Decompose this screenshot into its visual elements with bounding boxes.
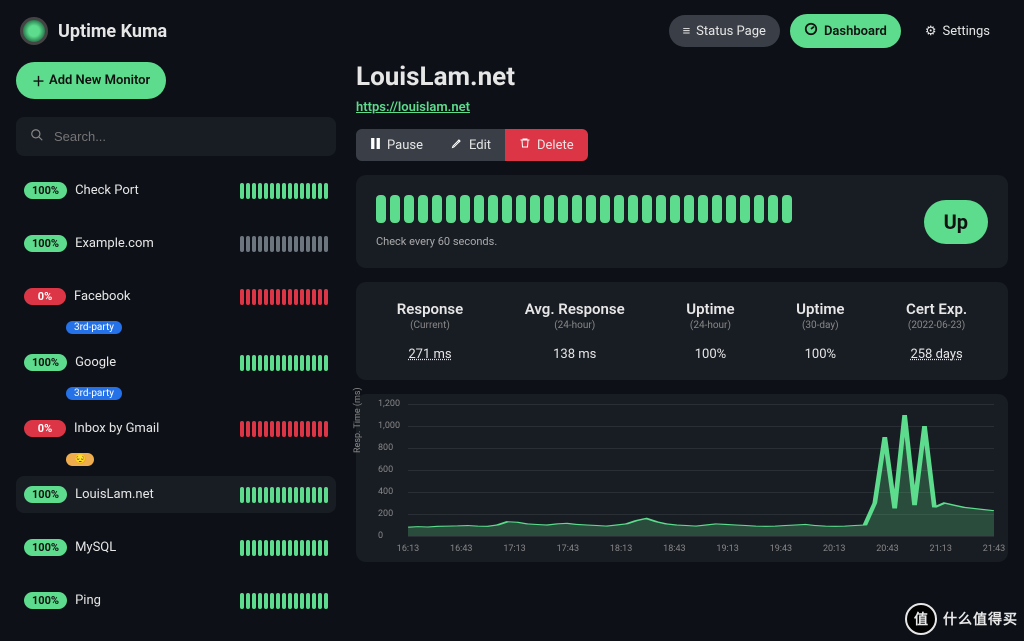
uptime-badge: 100% (24, 354, 67, 371)
uptime-badge: 0% (24, 420, 66, 437)
status-badge: Up (924, 200, 988, 244)
monitor-item[interactable]: 100% MySQL (16, 529, 336, 566)
edit-button[interactable]: Edit (437, 129, 505, 161)
monitor-tag: 3rd-party (66, 387, 122, 400)
uptime-badge: 0% (24, 288, 66, 305)
dashboard-button[interactable]: Dashboard (790, 14, 901, 48)
trash-icon (519, 137, 531, 153)
page-title: LouisLam.net (356, 62, 1008, 92)
mini-heartbeats (240, 421, 328, 437)
plus-icon: ＋ (32, 71, 45, 90)
uptime-badge: 100% (24, 182, 67, 199)
pencil-icon (451, 137, 463, 153)
monitor-name: Google (75, 355, 116, 370)
search-box[interactable] (16, 117, 336, 156)
mini-heartbeats (240, 236, 328, 252)
monitor-name: Ping (75, 593, 101, 608)
search-icon (30, 127, 44, 146)
list-icon: ≡ (683, 23, 691, 39)
monitor-url[interactable]: https://louislam.net (356, 100, 470, 115)
uptime-badge: 100% (24, 592, 67, 609)
mini-heartbeats (240, 540, 328, 556)
uptime-badge: 100% (24, 539, 67, 556)
app-title: Uptime Kuma (58, 21, 167, 42)
mini-heartbeats (240, 183, 328, 199)
uptime-badge: 100% (24, 235, 67, 252)
uptime-badge: 100% (24, 486, 67, 503)
monitor-item[interactable]: 100% Example.com (16, 225, 336, 262)
gauge-icon (804, 22, 818, 40)
monitor-name: Facebook (74, 289, 130, 304)
response-time-chart: Resp. Time (ms) 02004006008001,0001,2001… (356, 394, 1008, 562)
monitor-name: Check Port (75, 183, 139, 198)
mini-heartbeats (240, 289, 328, 305)
app-logo[interactable]: Uptime Kuma (20, 17, 167, 45)
mini-heartbeats (240, 487, 328, 503)
monitor-tag: 😔 (66, 453, 94, 466)
pause-icon (370, 138, 381, 153)
stat-column: Avg. Response (24-hour) 138 ms (525, 300, 625, 362)
mini-heartbeats (240, 593, 328, 609)
search-input[interactable] (54, 129, 322, 144)
mini-heartbeats (240, 355, 328, 371)
monitor-name: MySQL (75, 540, 116, 555)
monitor-item[interactable]: 100% Check Port (16, 172, 336, 209)
heartbeat-bar (376, 195, 924, 223)
gear-icon: ⚙ (925, 24, 937, 39)
status-page-button[interactable]: ≡ Status Page (669, 15, 780, 47)
monitor-item[interactable]: 0% Inbox by Gmail (16, 410, 336, 447)
settings-button[interactable]: ⚙ Settings (911, 16, 1004, 47)
monitor-name: Inbox by Gmail (74, 421, 159, 436)
stat-column: Response (Current) 271 ms (397, 300, 463, 362)
stat-column: Uptime (30-day) 100% (796, 300, 844, 362)
add-monitor-button[interactable]: ＋ Add New Monitor (16, 62, 166, 99)
monitor-name: LouisLam.net (75, 487, 154, 502)
monitor-item[interactable]: 100% LouisLam.net (16, 476, 336, 513)
check-interval-text: Check every 60 seconds. (376, 235, 924, 248)
monitor-name: Example.com (75, 236, 154, 251)
monitor-tag: 3rd-party (66, 321, 122, 334)
delete-button[interactable]: Delete (505, 129, 588, 161)
monitor-item[interactable]: 100% Google (16, 344, 336, 381)
monitor-item[interactable]: 0% Facebook (16, 278, 336, 315)
stat-column: Cert Exp. (2022-06-23) 258 days (906, 300, 967, 362)
logo-icon (20, 17, 48, 45)
stat-column: Uptime (24-hour) 100% (686, 300, 734, 362)
watermark: 值 什么值得买 (905, 603, 1018, 635)
pause-button[interactable]: Pause (356, 129, 437, 161)
monitor-item[interactable]: 100% Ping (16, 582, 336, 619)
